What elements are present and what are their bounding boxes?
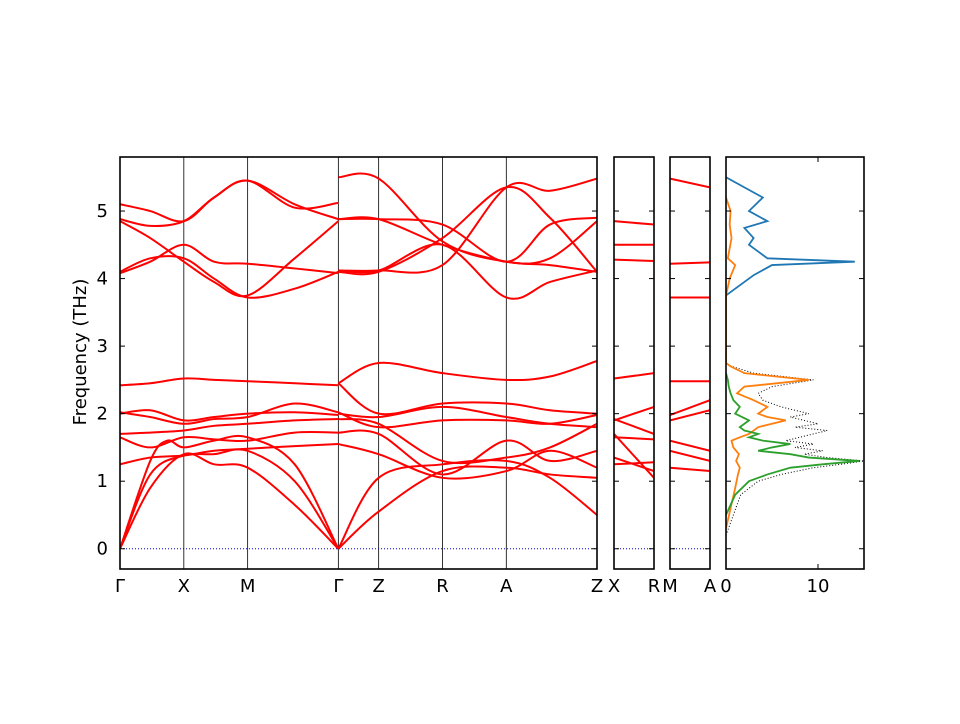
phonon-band-line xyxy=(614,220,654,226)
phonon-band-line xyxy=(120,452,340,550)
x-tick-label: M xyxy=(662,576,678,597)
phonon-band-line xyxy=(120,434,340,550)
y-tick-label: 3 xyxy=(97,336,108,357)
panel-frame xyxy=(725,156,865,570)
x-tick-label: 0 xyxy=(720,576,731,597)
phonon-band-line xyxy=(338,443,597,480)
y-tick-label: 4 xyxy=(97,269,108,290)
phonon-band-line xyxy=(120,220,339,298)
phonon-band-line xyxy=(337,465,597,550)
x-tick-label: Z xyxy=(372,576,384,597)
x-tick-label: R xyxy=(436,576,449,597)
x-tick-label: Z xyxy=(591,576,603,597)
phonon-band-line xyxy=(120,377,339,387)
phonon-band-line xyxy=(337,411,597,429)
phonon-band-line xyxy=(614,372,654,380)
phonon-band-line xyxy=(120,430,339,449)
x-tick-label: 10 xyxy=(807,576,830,597)
phonon-band-line xyxy=(670,177,710,189)
phonon-band-line xyxy=(120,255,339,299)
phonon-band-line xyxy=(120,243,339,275)
y-tick-label: 1 xyxy=(97,471,108,492)
x-tick-label: R xyxy=(648,576,661,597)
phonon-band-line xyxy=(337,459,597,550)
panel-frame xyxy=(613,156,655,570)
x-tick-label: M xyxy=(240,576,256,597)
phonon-band-line xyxy=(120,179,339,223)
phonon-band-line xyxy=(670,399,710,416)
phonon-band-line xyxy=(120,409,339,422)
phonon-band-line xyxy=(120,448,340,550)
phonon-band-line xyxy=(670,466,710,473)
phonon-band-line xyxy=(338,216,597,263)
phonon-band-line xyxy=(670,439,710,452)
phonon-band-line xyxy=(670,261,710,265)
panel-frame xyxy=(669,156,711,570)
phonon-band-line xyxy=(120,443,339,466)
phonon-band-line xyxy=(614,405,654,422)
x-tick-label: Γ xyxy=(115,576,125,597)
phonon-band-line xyxy=(670,449,710,462)
x-tick-label: A xyxy=(500,576,513,597)
y-axis-label: Frequency (THz) xyxy=(70,279,91,426)
x-tick-label: A xyxy=(704,576,717,597)
phonon-band-line xyxy=(614,433,654,479)
y-tick-label: 2 xyxy=(97,404,108,425)
phonon-band-line xyxy=(120,418,339,435)
phonon-band-line xyxy=(338,177,597,274)
phonon-band-line xyxy=(614,258,654,263)
phonon-band-line xyxy=(337,360,597,385)
phonon-band-line xyxy=(614,418,654,435)
x-tick-label: Γ xyxy=(333,576,343,597)
y-tick-label: 5 xyxy=(97,201,108,222)
phonon-band-line xyxy=(614,456,654,473)
projected-dos-line xyxy=(726,176,855,297)
phonon-band-line xyxy=(337,382,597,416)
y-tick-label: 0 xyxy=(97,539,108,560)
panel-frame xyxy=(119,156,598,570)
projected-dos-line xyxy=(726,372,860,516)
phonon-band-line xyxy=(120,402,339,425)
phonon-band-line xyxy=(338,172,597,265)
phonon-band-line xyxy=(670,409,710,422)
phonon-band-line xyxy=(338,429,597,476)
phonon-band-line xyxy=(338,418,597,465)
projected-dos-line xyxy=(726,197,809,529)
x-tick-label: X xyxy=(178,576,190,597)
x-tick-label: X xyxy=(608,576,620,597)
phonon-band-line xyxy=(614,436,654,441)
